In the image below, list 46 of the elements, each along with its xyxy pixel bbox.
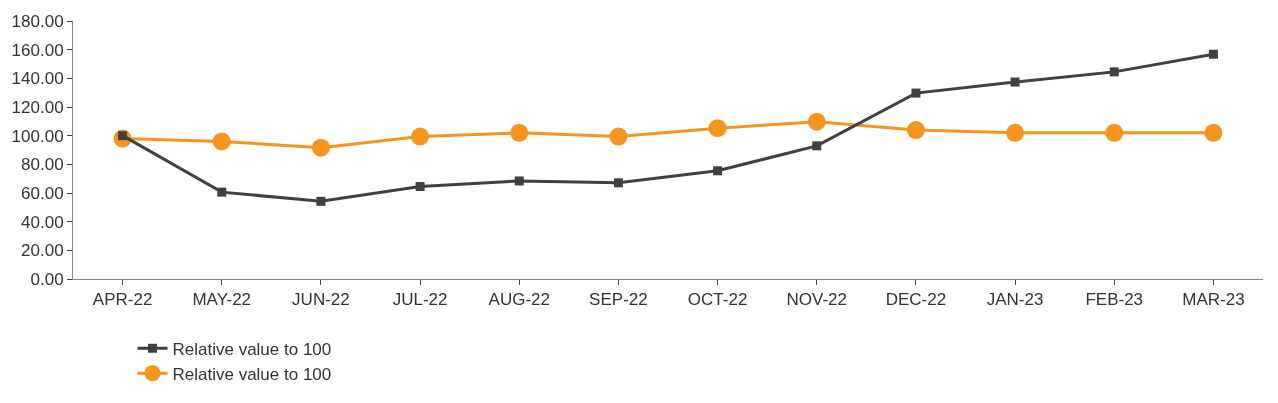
y-tick-label: 120.00: [11, 97, 64, 117]
point: [812, 141, 822, 151]
y-tick-label: 80.00: [21, 155, 64, 175]
x-tick-label: JUL-22: [392, 290, 448, 310]
point: [1204, 123, 1223, 142]
point: [415, 182, 425, 192]
x-tick-label: MAR-23: [1182, 290, 1245, 310]
x-tick-label: MAY-22: [192, 290, 252, 310]
x-tick-label: AUG-22: [488, 290, 550, 310]
point: [1006, 123, 1025, 142]
point: [807, 112, 826, 131]
y-tick-label: 140.00: [11, 69, 64, 89]
point: [510, 123, 529, 142]
legend-label: Relative value to 100: [172, 364, 332, 384]
point: [212, 132, 231, 151]
point: [1010, 77, 1020, 87]
x-tick-label: NOV-22: [786, 290, 847, 310]
point: [217, 187, 227, 197]
point: [311, 138, 330, 157]
point: [613, 178, 623, 188]
point: [708, 119, 727, 138]
point: [1105, 123, 1124, 142]
point: [1208, 49, 1218, 59]
x-tick-label: DEC-22: [885, 290, 947, 310]
x-tick-label: FEB-23: [1085, 290, 1144, 310]
point: [906, 121, 925, 140]
point: [911, 88, 921, 98]
y-tick-label: 160.00: [11, 40, 64, 60]
x-tick-label: SEP-22: [589, 290, 648, 310]
point: [411, 127, 430, 146]
x-tick-label: APR-22: [92, 290, 153, 310]
x-tick-label: OCT-22: [687, 290, 748, 310]
y-tick-label: 20.00: [21, 241, 64, 261]
y-tick-label: 60.00: [21, 183, 64, 203]
point: [1109, 67, 1119, 77]
x-tick-label: JUN-22: [292, 290, 350, 310]
y-tick-label: 100.00: [11, 126, 64, 146]
legend-label: Relative value to 100: [172, 339, 332, 359]
point: [316, 196, 326, 206]
point: [514, 176, 524, 186]
point: [713, 166, 723, 176]
y-tick-label: 0.00: [30, 269, 64, 289]
y-tick-label: 40.00: [21, 212, 64, 232]
x-tick-label: JAN-23: [986, 290, 1044, 310]
y-tick-label: 180.00: [11, 11, 64, 31]
point: [609, 127, 628, 146]
